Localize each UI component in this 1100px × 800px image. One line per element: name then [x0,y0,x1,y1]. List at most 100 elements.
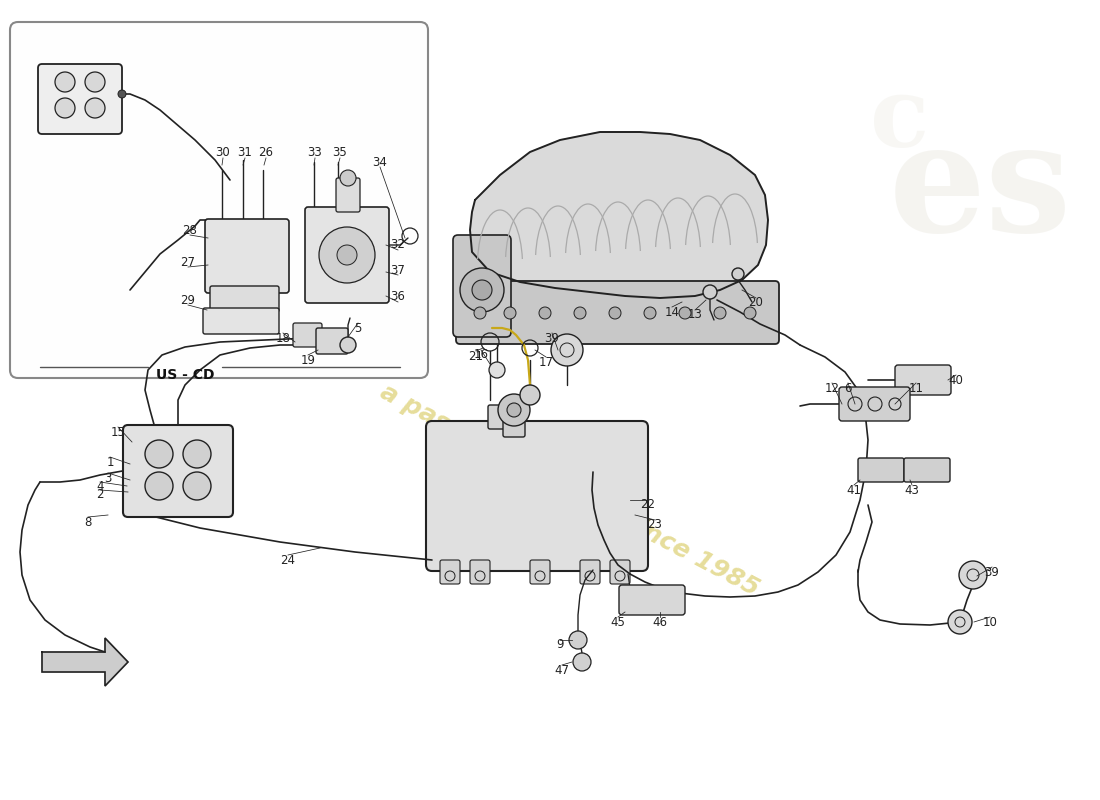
FancyBboxPatch shape [456,281,779,344]
Text: 29: 29 [180,294,196,306]
Text: 22: 22 [640,498,656,511]
Text: 10: 10 [982,615,998,629]
Text: 27: 27 [180,255,196,269]
Circle shape [85,72,104,92]
FancyBboxPatch shape [610,560,630,584]
Circle shape [744,307,756,319]
Circle shape [145,440,173,468]
FancyBboxPatch shape [580,560,600,584]
Text: 23: 23 [648,518,662,531]
Circle shape [55,98,75,118]
Text: 45: 45 [610,615,626,629]
Circle shape [183,440,211,468]
FancyBboxPatch shape [453,235,512,337]
Text: 33: 33 [308,146,322,159]
Text: 39: 39 [984,566,1000,578]
Circle shape [118,90,127,98]
Circle shape [504,307,516,319]
FancyBboxPatch shape [316,328,348,354]
Text: 9: 9 [557,638,563,651]
Circle shape [732,268,744,280]
Circle shape [959,561,987,589]
Text: 5: 5 [354,322,362,334]
Text: 2: 2 [97,489,103,502]
Text: 35: 35 [332,146,348,159]
Text: a passion for parts since 1985: a passion for parts since 1985 [376,379,763,601]
Text: c: c [870,73,930,167]
Text: 34: 34 [373,155,387,169]
Circle shape [340,337,356,353]
Text: 8: 8 [85,515,91,529]
Circle shape [498,394,530,426]
Text: 6: 6 [845,382,851,394]
Polygon shape [42,638,128,686]
Text: 31: 31 [238,146,252,159]
Text: 40: 40 [948,374,964,386]
Circle shape [85,98,104,118]
Circle shape [948,610,972,634]
Text: 18: 18 [276,331,290,345]
Text: 11: 11 [909,382,924,394]
Circle shape [679,307,691,319]
Circle shape [145,472,173,500]
Circle shape [569,631,587,649]
FancyBboxPatch shape [426,421,648,571]
Polygon shape [470,132,768,298]
Text: 14: 14 [664,306,680,318]
Circle shape [551,334,583,366]
Text: 28: 28 [183,223,197,237]
Text: 4: 4 [97,481,103,494]
Circle shape [319,227,375,283]
Circle shape [472,280,492,300]
FancyBboxPatch shape [39,64,122,134]
Text: 36: 36 [390,290,406,303]
FancyBboxPatch shape [488,405,522,429]
Text: 15: 15 [111,426,125,438]
FancyBboxPatch shape [858,458,904,482]
FancyBboxPatch shape [293,323,322,347]
Text: 12: 12 [825,382,839,394]
Text: US - CD: US - CD [156,368,214,382]
FancyBboxPatch shape [123,425,233,517]
Text: 46: 46 [652,615,668,629]
Circle shape [55,72,75,92]
FancyBboxPatch shape [305,207,389,303]
Circle shape [337,245,358,265]
FancyBboxPatch shape [210,286,279,312]
Text: 21: 21 [469,350,484,362]
Text: 41: 41 [847,483,861,497]
Circle shape [507,403,521,417]
Circle shape [340,170,356,186]
FancyBboxPatch shape [503,403,525,437]
FancyBboxPatch shape [619,585,685,615]
Circle shape [490,362,505,378]
Text: 13: 13 [688,309,703,322]
Circle shape [714,307,726,319]
Circle shape [703,285,717,299]
Text: 43: 43 [904,483,920,497]
FancyBboxPatch shape [530,560,550,584]
FancyBboxPatch shape [440,560,460,584]
Circle shape [474,307,486,319]
FancyBboxPatch shape [839,387,910,421]
Text: 37: 37 [390,263,406,277]
FancyBboxPatch shape [336,178,360,212]
Text: 3: 3 [104,471,112,485]
Text: 19: 19 [300,354,316,366]
FancyBboxPatch shape [895,365,952,395]
Text: es: es [889,115,1071,265]
Circle shape [520,385,540,405]
Circle shape [609,307,622,319]
Text: 20: 20 [749,297,763,310]
FancyBboxPatch shape [10,22,428,378]
Circle shape [539,307,551,319]
Text: 39: 39 [544,331,560,345]
Text: 32: 32 [390,238,406,251]
Circle shape [183,472,211,500]
Circle shape [573,653,591,671]
FancyBboxPatch shape [470,560,490,584]
Text: 16: 16 [473,349,488,362]
Text: 26: 26 [258,146,274,159]
Text: 30: 30 [216,146,230,159]
FancyBboxPatch shape [205,219,289,293]
